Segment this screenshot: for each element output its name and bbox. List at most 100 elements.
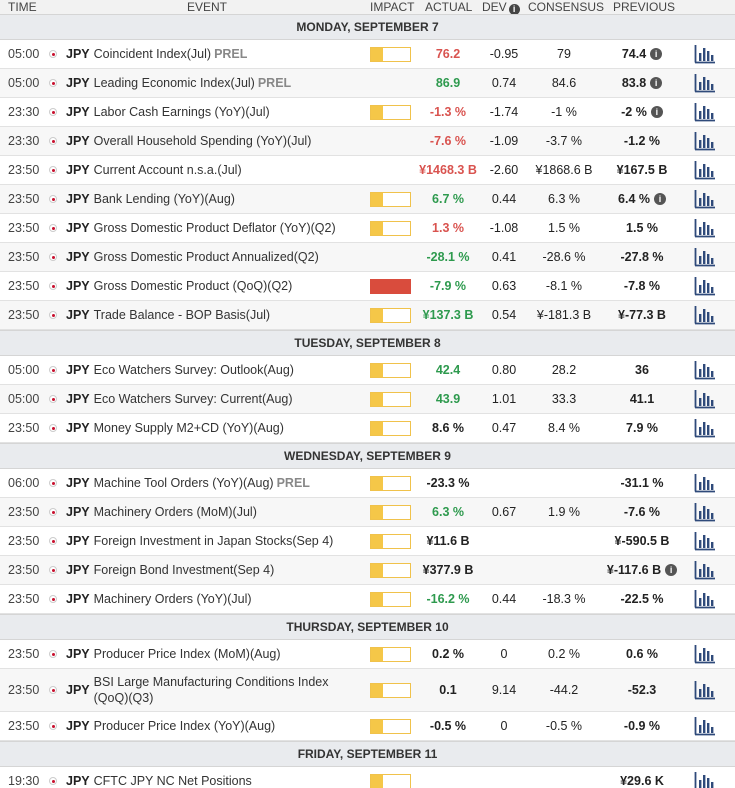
table-row[interactable]: 23:50 JPY Producer Price Index (YoY)(Aug) -… — [0, 712, 735, 741]
event-name-link[interactable]: Producer Price Index (MoM)(Aug) — [93, 647, 281, 661]
table-row[interactable]: 23:30 JPY Overall Household Spending (YoY)… — [0, 127, 735, 156]
previous-cell: 6.4 % i — [600, 185, 684, 213]
chart-button[interactable] — [693, 414, 717, 442]
event-time: 06:00 — [8, 476, 40, 490]
event-name-link[interactable]: Money Supply M2+CD (YoY)(Aug) — [93, 421, 284, 435]
japan-flag-icon — [49, 650, 57, 658]
info-icon[interactable]: i — [653, 193, 666, 205]
chart-button[interactable] — [693, 527, 717, 555]
chart-button[interactable] — [693, 40, 717, 68]
chart-button[interactable] — [693, 272, 717, 300]
event-cell: JPY Foreign Investment in Japan Stocks(Se… — [66, 527, 361, 555]
event-name-link[interactable]: Eco Watchers Survey: Outlook(Aug) — [93, 363, 294, 377]
chart-button[interactable] — [693, 469, 717, 497]
actual-value: 43.9 — [435, 392, 461, 406]
table-row[interactable]: 23:50 JPY Machinery Orders (YoY)(Jul) -16.2… — [0, 585, 735, 614]
event-currency: JPY — [66, 774, 90, 788]
event-name-link[interactable]: Current Account n.s.a.(Jul) — [93, 163, 242, 177]
actual-cell — [414, 767, 482, 788]
event-name-link[interactable]: CFTC JPY NC Net Positions — [93, 774, 252, 788]
table-row[interactable]: 23:50 JPY Gross Domestic Product (QoQ)(Q2)… — [0, 272, 735, 301]
table-row[interactable]: 23:50 JPY Trade Balance - BOP Basis(Jul) ¥1… — [0, 301, 735, 330]
table-row[interactable]: 05:00 JPY Coincident Index(Jul) PREL 76.2 -0.… — [0, 40, 735, 69]
info-icon[interactable]: i — [508, 4, 520, 15]
event-name-link[interactable]: Foreign Investment in Japan Stocks(Sep 4… — [93, 534, 334, 548]
chart-button[interactable] — [693, 385, 717, 413]
consensus-value: -1 % — [551, 105, 577, 119]
chart-button[interactable] — [693, 767, 717, 788]
table-row[interactable]: 23:50 JPY Machinery Orders (MoM)(Jul) 6.3 %… — [0, 498, 735, 527]
table-row[interactable]: 23:50 JPY Foreign Investment in Japan Stoc… — [0, 527, 735, 556]
chart-button[interactable] — [693, 356, 717, 384]
deviation-value: 0.54 — [491, 308, 517, 322]
chart-button[interactable] — [693, 243, 717, 271]
chart-button[interactable] — [693, 712, 717, 740]
table-row[interactable]: 05:00 JPY Eco Watchers Survey: Current(Aug… — [0, 385, 735, 414]
chart-button[interactable] — [693, 69, 717, 97]
event-name-link[interactable]: Machinery Orders (MoM)(Jul) — [93, 505, 257, 519]
actual-value: -0.5 % — [429, 719, 467, 733]
event-currency: JPY — [66, 105, 90, 119]
table-row[interactable]: 23:50 JPY BSI Large Manufacturing Conditio… — [0, 669, 735, 712]
event-name-link[interactable]: Gross Domestic Product Deflator (YoY)(Q2… — [93, 221, 336, 235]
flag-cell — [49, 712, 59, 740]
event-name-link[interactable]: Producer Price Index (YoY)(Aug) — [93, 719, 276, 733]
chart-button[interactable] — [693, 127, 717, 155]
table-row[interactable]: 23:30 JPY Labor Cash Earnings (YoY)(Jul) -1… — [0, 98, 735, 127]
actual-value: 42.4 — [435, 363, 461, 377]
table-row[interactable]: 23:50 JPY Gross Domestic Product Deflator … — [0, 214, 735, 243]
info-icon[interactable]: i — [650, 77, 663, 89]
chart-button[interactable] — [693, 214, 717, 242]
previous-cell: 74.4 i — [600, 40, 684, 68]
actual-cell: ¥11.6 B — [414, 527, 482, 555]
consensus-value — [528, 767, 600, 788]
table-row[interactable]: 23:50 JPY Foreign Bond Investment(Sep 4) ¥3… — [0, 556, 735, 585]
table-row[interactable]: 19:30 JPY CFTC JPY NC Net Positions ¥29.6 K — [0, 767, 735, 788]
flag-cell — [49, 40, 59, 68]
event-cell: JPY Machinery Orders (MoM)(Jul) — [66, 498, 361, 526]
event-name-link[interactable]: Bank Lending (YoY)(Aug) — [93, 192, 235, 206]
impact-indicator — [370, 104, 411, 120]
event-name-link[interactable]: Overall Household Spending (YoY)(Jul) — [93, 134, 312, 148]
event-name-link[interactable]: Leading Economic Index(Jul) — [93, 76, 255, 90]
impact-fill — [371, 308, 383, 322]
chart-button[interactable] — [693, 640, 717, 668]
flag-cell — [49, 243, 59, 271]
table-row[interactable]: 23:50 JPY Gross Domestic Product Annualize… — [0, 243, 735, 272]
info-icon[interactable]: i — [650, 106, 663, 118]
table-row[interactable]: 23:50 JPY Producer Price Index (MoM)(Aug) 0… — [0, 640, 735, 669]
info-icon[interactable]: i — [665, 564, 678, 576]
info-icon[interactable]: i — [650, 48, 663, 60]
event-name-link[interactable]: Foreign Bond Investment(Sep 4) — [93, 563, 275, 577]
consensus-value: -18.3 % — [542, 592, 586, 606]
table-row[interactable]: 05:00 JPY Eco Watchers Survey: Outlook(Aug… — [0, 356, 735, 385]
event-name-link[interactable]: Eco Watchers Survey: Current(Aug) — [93, 392, 293, 406]
chart-button[interactable] — [693, 556, 717, 584]
japan-flag-icon — [49, 50, 57, 58]
chart-button[interactable] — [693, 301, 717, 329]
deviation-value: 0 — [500, 719, 508, 733]
event-name-link[interactable]: Trade Balance - BOP Basis(Jul) — [93, 308, 271, 322]
event-name-link[interactable]: Labor Cash Earnings (YoY)(Jul) — [93, 105, 270, 119]
chart-button[interactable] — [693, 669, 717, 711]
event-name-link[interactable]: Gross Domestic Product Annualized(Q2) — [93, 250, 319, 264]
event-name-link[interactable]: BSI Large Manufacturing Conditions Index… — [93, 675, 329, 705]
chart-button[interactable] — [693, 185, 717, 213]
event-name-link[interactable]: Machinery Orders (YoY)(Jul) — [93, 592, 252, 606]
chart-button[interactable] — [693, 498, 717, 526]
chart-button[interactable] — [693, 585, 717, 613]
table-row[interactable]: 23:50 JPY Bank Lending (YoY)(Aug) 6.7 % 0.44… — [0, 185, 735, 214]
table-row[interactable]: 05:00 JPY Leading Economic Index(Jul) PREL 8… — [0, 69, 735, 98]
previous-value: 7.9 % — [626, 421, 658, 435]
event-name-link[interactable]: Gross Domestic Product (QoQ)(Q2) — [93, 279, 293, 293]
chart-button[interactable] — [693, 98, 717, 126]
consensus-value: -44.2 — [549, 683, 579, 697]
table-row[interactable]: 23:50 JPY Current Account n.s.a.(Jul) ¥1468… — [0, 156, 735, 185]
event-name-link[interactable]: Coincident Index(Jul) — [93, 47, 212, 61]
bar-chart-icon — [694, 716, 716, 736]
table-row[interactable]: 23:50 JPY Money Supply M2+CD (YoY)(Aug) 8.6… — [0, 414, 735, 443]
chart-button[interactable] — [693, 156, 717, 184]
event-name-link[interactable]: Machine Tool Orders (YoY)(Aug) — [93, 476, 274, 490]
japan-flag-icon — [49, 722, 57, 730]
table-row[interactable]: 06:00 JPY Machine Tool Orders (YoY)(Aug) PR… — [0, 469, 735, 498]
